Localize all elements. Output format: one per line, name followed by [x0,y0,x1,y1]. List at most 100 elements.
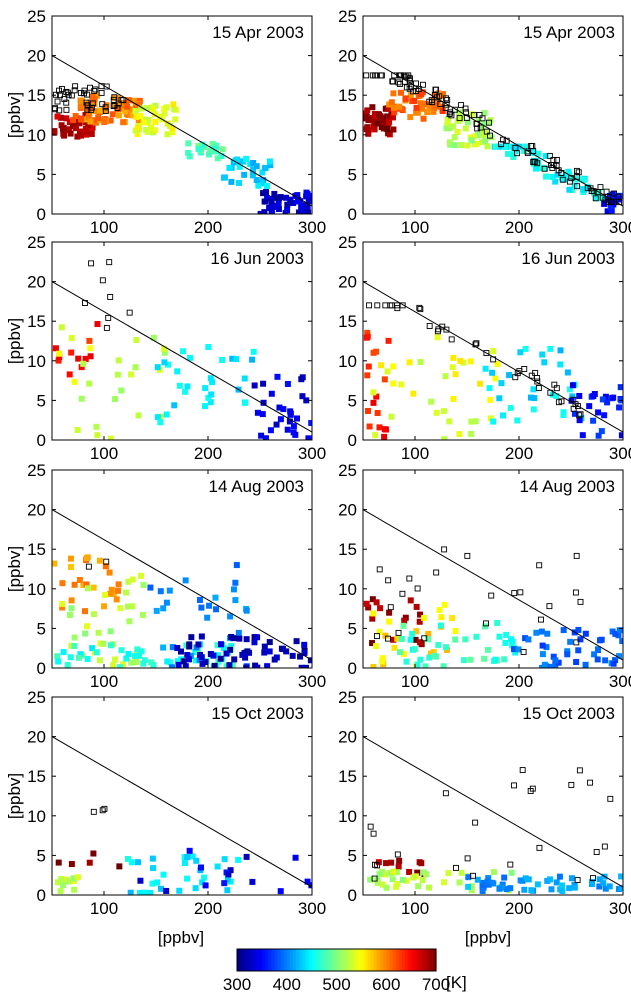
filled-marker [94,321,101,328]
filled-marker [96,657,103,664]
filled-marker [370,114,377,121]
filled-marker [280,406,287,413]
x-tick-label: 200 [505,444,533,463]
filled-marker [186,643,193,650]
y-tick-label: 10 [27,807,46,826]
filled-marker [494,620,501,627]
open-marker [417,306,424,313]
open-marker [371,875,378,882]
filled-marker [606,883,613,890]
open-marker [385,635,391,642]
filled-marker [413,603,420,610]
y-tick-label: 15 [338,86,357,105]
filled-marker [110,590,117,597]
filled-marker [60,649,67,656]
filled-marker [410,874,417,881]
filled-marker [576,417,583,424]
filled-marker [268,199,275,206]
x-tick-label: 200 [505,899,533,918]
open-marker [597,184,604,191]
filled-marker [492,143,499,150]
filled-marker [134,124,141,131]
filled-marker [136,889,143,895]
filled-marker [56,350,63,357]
filled-marker [74,133,81,140]
reference-line [362,736,624,888]
open-marker [98,89,105,96]
filled-marker [87,353,94,360]
filled-marker [77,651,84,658]
y-axis-label: [ppbv] [5,773,24,819]
filled-marker [388,413,395,420]
filled-marker [65,878,72,885]
filled-marker [474,132,481,139]
filled-marker [496,885,503,892]
filled-marker [94,432,101,439]
colorbar-cell [336,949,341,971]
filled-marker [464,142,471,149]
filled-marker [64,661,71,668]
open-marker [568,781,575,788]
filled-marker [582,661,589,668]
open-marker [573,167,580,174]
x-tick-label: 100 [90,672,118,691]
filled-marker [257,179,264,186]
filled-marker [84,623,91,630]
filled-marker [209,140,216,147]
y-tick-label: 0 [37,886,46,905]
open-marker [592,195,599,202]
open-marker [601,843,608,850]
filled-marker [221,880,228,887]
filled-marker [421,615,428,622]
filled-marker [78,364,85,371]
filled-marker [506,372,513,379]
open-marker [462,105,469,112]
filled-marker [457,357,464,364]
filled-marker [91,100,98,107]
filled-marker [424,109,431,116]
open-marker [72,83,79,90]
filled-marker [414,869,421,876]
filled-marker [468,430,475,437]
filled-marker [208,391,215,398]
filled-marker [277,416,284,423]
filled-marker [383,884,390,891]
filled-marker [373,393,380,400]
filled-marker [202,385,209,392]
filled-marker [557,886,564,893]
colorbar-cell [339,949,344,971]
filled-marker [273,194,280,201]
open-marker [517,589,524,596]
filled-marker [83,131,90,138]
colorbar-cell [345,949,350,971]
y-tick-label: 5 [37,619,46,638]
filled-marker [502,639,509,646]
filled-marker [462,125,469,132]
open-marker [483,350,490,357]
filled-marker [396,103,403,110]
open-marker [366,302,373,309]
filled-marker [298,664,305,668]
filled-marker [458,869,465,876]
open-marker [538,616,544,623]
filled-marker [138,648,145,655]
filled-marker [68,642,75,649]
x-tick-label: 200 [505,218,533,237]
filled-marker [558,882,565,889]
filled-marker [467,358,474,365]
plot-frame [362,696,624,896]
open-marker [553,156,560,163]
filled-marker [481,110,488,117]
filled-marker [467,656,474,663]
filled-marker [500,412,507,419]
filled-marker [465,883,472,890]
filled-marker [56,354,63,361]
reference-line [51,509,313,661]
filled-marker [192,657,199,664]
colorbar-cell [258,949,263,971]
open-marker [470,112,477,119]
colorbar-cell [414,949,418,971]
filled-marker [232,597,239,604]
filled-marker [417,100,424,107]
open-marker [464,855,471,862]
